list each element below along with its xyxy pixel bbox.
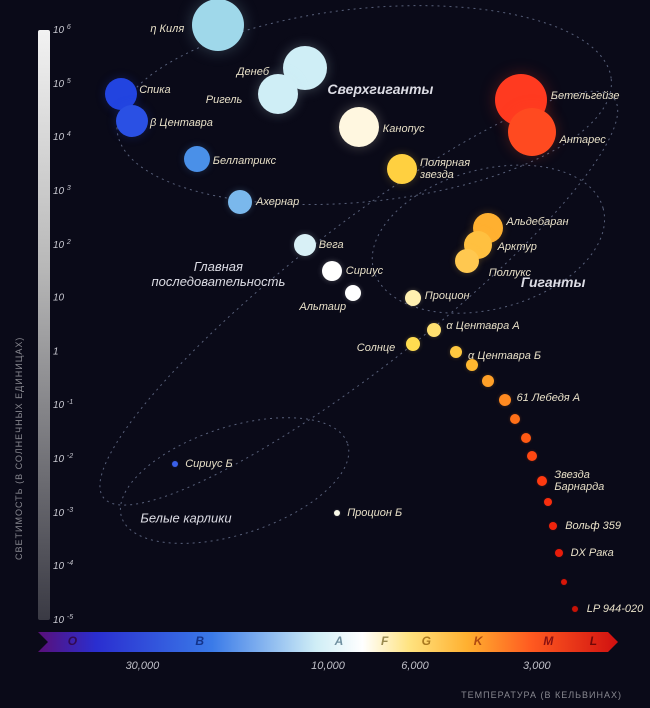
x-tick: 3,000 <box>523 660 551 672</box>
y-tick: 1 <box>53 346 59 357</box>
star-bellatrix <box>184 146 210 172</box>
star-sirius-b <box>172 461 178 467</box>
star-seq-m3 <box>544 498 552 506</box>
x-axis-label: ТЕМПЕРАТУРА (В КЕЛЬВИНАХ) <box>461 690 622 700</box>
star-seq-k2 <box>482 375 494 387</box>
star-seq-k1 <box>466 359 478 371</box>
spectral-class-label: M <box>543 634 553 648</box>
y-tick: 10 <box>53 293 64 304</box>
hr-diagram: СВЕТИМОСТЬ (В СОЛНЕЧНЫХ ЕДИНИЦАХ) 10 6 10… <box>0 0 650 708</box>
star-barnard <box>537 476 547 486</box>
y-tick: 10 -4 <box>53 560 73 572</box>
star-procyon-b <box>334 510 340 516</box>
spectral-class-label: A <box>335 634 344 648</box>
y-tick: 10 6 <box>53 24 71 36</box>
star-sirius <box>322 261 342 281</box>
star-wolf-359 <box>549 522 557 530</box>
y-tick: 10 2 <box>53 238 71 250</box>
y-tick: 10 -5 <box>53 614 73 626</box>
spectral-class-label: B <box>195 634 204 648</box>
x-axis-spectral-band <box>38 632 618 652</box>
star-rigel <box>258 74 298 114</box>
y-tick: 10 5 <box>53 77 71 89</box>
star-antares <box>508 108 556 156</box>
star-eta-carinae <box>192 0 244 51</box>
star-alpha-cen-a <box>427 323 441 337</box>
star-altair <box>345 285 361 301</box>
star-beta-centauri <box>116 105 148 137</box>
star-sun <box>406 337 420 351</box>
star-canopus <box>339 107 379 147</box>
star-achernar <box>228 190 252 214</box>
y-tick: 10 3 <box>53 185 71 197</box>
star-vega <box>294 234 316 256</box>
region-outline-white-dwarfs <box>105 393 364 568</box>
star-61-cygni-a <box>499 394 511 406</box>
x-tick: 10,000 <box>311 660 345 672</box>
spectral-class-label: K <box>474 634 483 648</box>
plot-area: η КиляДенебРигельСпикаβ ЦентавраКанопусБ… <box>78 30 618 620</box>
x-tick: 30,000 <box>126 660 160 672</box>
star-polaris <box>387 154 417 184</box>
spectral-class-label: F <box>381 634 388 648</box>
y-tick: 10 4 <box>53 131 71 143</box>
y-axis-label: СВЕТИМОСТЬ (В СОЛНЕЧНЫХ ЕДИНИЦАХ) <box>14 337 24 560</box>
star-seq-k4 <box>510 414 520 424</box>
star-seq-m6 <box>561 579 567 585</box>
y-tick: 10 -1 <box>53 399 73 411</box>
y-tick: 10 -3 <box>53 507 73 519</box>
star-lp-944-020 <box>572 606 578 612</box>
star-dx-cancri <box>555 549 563 557</box>
star-alpha-cen-b <box>450 346 462 358</box>
x-tick: 6,000 <box>401 660 429 672</box>
y-tick: 10 -2 <box>53 453 73 465</box>
y-axis-bar <box>38 30 50 620</box>
star-seq-m1 <box>527 451 537 461</box>
spectral-class-label: O <box>68 634 77 648</box>
star-procyon <box>405 290 421 306</box>
spectral-class-label: L <box>590 634 597 648</box>
star-pollux <box>455 249 479 273</box>
spectral-class-label: G <box>422 634 431 648</box>
star-seq-k5 <box>521 433 531 443</box>
